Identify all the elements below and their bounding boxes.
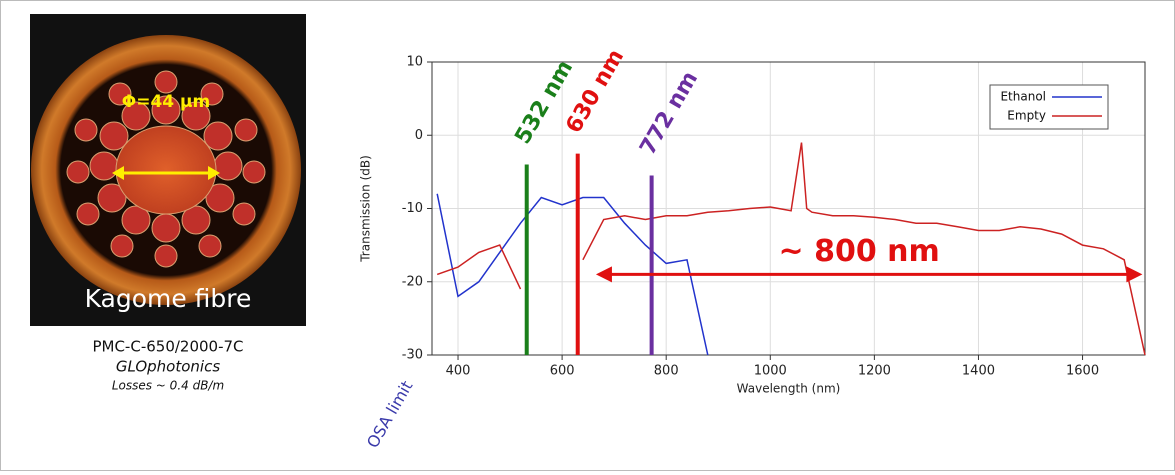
marker-label: 630 nm [561, 45, 629, 137]
fibre-image: Φ=44 µm Kagome fibre [30, 14, 306, 326]
marker-label: 532 nm [510, 56, 578, 148]
y-tick-label: 10 [406, 55, 423, 70]
x-tick-label: 1000 [754, 364, 787, 379]
x-tick-label: 1200 [858, 364, 891, 379]
y-tick-label: -20 [402, 274, 423, 289]
y-tick-label: -30 [402, 348, 423, 363]
legend-label: Ethanol [1000, 90, 1046, 104]
y-tick-label: 0 [415, 128, 423, 143]
diameter-label: Φ=44 µm [122, 92, 211, 112]
x-tick-label: 1400 [962, 364, 995, 379]
marker-label: 772 nm [635, 67, 703, 159]
y-tick-label: -10 [402, 201, 423, 216]
x-tick-label: 1600 [1066, 364, 1099, 379]
caption-maker: GLOphotonics [116, 358, 221, 376]
span-label: ~ 800 nm [779, 234, 940, 269]
legend-label: Empty [1007, 109, 1046, 123]
x-axis-label: Wavelength (nm) [737, 382, 841, 396]
series-line [436, 142, 1146, 356]
x-tick-label: 400 [446, 364, 471, 379]
osa-note: OSA limit [363, 377, 417, 451]
legend-box [989, 84, 1109, 130]
caption-losses: Losses ~ 0.4 dB/m [112, 379, 224, 393]
x-tick-label: 800 [654, 364, 679, 379]
diameter-arrowheads [112, 166, 220, 180]
x-tick-label: 600 [550, 364, 575, 379]
legend: Ethanol Empty [989, 84, 1109, 130]
image-label: Kagome fibre [85, 284, 252, 313]
y-axis-label: Transmission (dB) [359, 155, 373, 263]
caption-model: PMC-C-650/2000-7C [92, 338, 243, 356]
fibre-core [115, 125, 217, 215]
